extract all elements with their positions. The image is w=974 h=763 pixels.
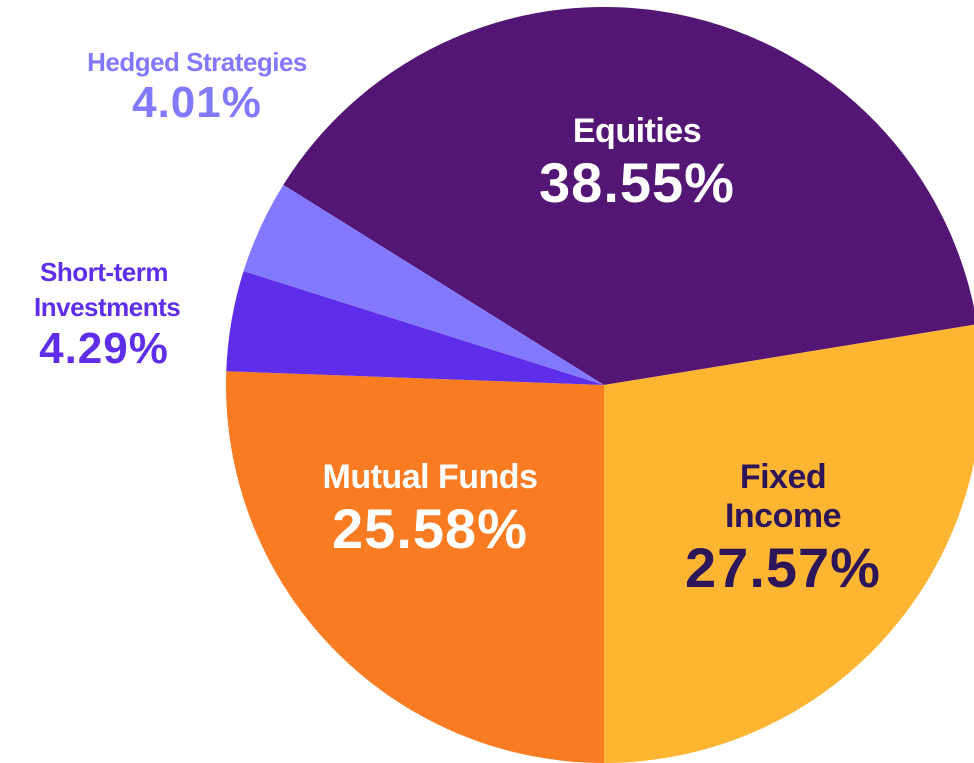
pie-slice [283, 7, 974, 385]
category-label: Hedged Strategies [87, 47, 307, 77]
category-label: Short-term Investments [34, 257, 181, 323]
value-label: 27.57% [685, 536, 881, 600]
slice-label: Short-term Investments 4.29% [4, 255, 204, 374]
value-label: 38.55% [539, 151, 735, 215]
value-label: 4.29% [39, 324, 169, 374]
value-label: 25.58% [332, 497, 528, 561]
pie-slice [225, 371, 604, 763]
category-label: Fixed Income [724, 458, 842, 536]
category-label: Mutual Funds [322, 458, 538, 496]
slice-label: Fixed Income 27.57% [685, 458, 881, 601]
slice-label: Equities 38.55% [539, 112, 735, 215]
pie-slice [243, 184, 604, 385]
pie-slice [603, 324, 974, 763]
pie-slice [226, 271, 604, 385]
slice-label: Hedged Strategies 4.01% [37, 47, 357, 128]
slice-label: Mutual Funds 25.58% [323, 458, 538, 561]
value-label: 4.01% [132, 77, 262, 127]
category-label: Equities [572, 112, 702, 150]
